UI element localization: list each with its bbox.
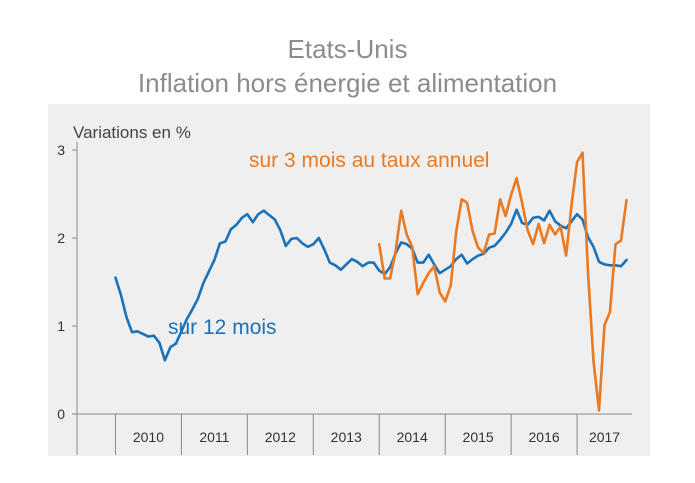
y-tick-label: 2 [57, 230, 65, 246]
x-tick-label: 2011 [199, 429, 229, 445]
x-tick-label: 2017 [589, 429, 620, 445]
x-tick-label: 2010 [133, 429, 164, 445]
y-tick-label: 0 [57, 406, 65, 422]
chart-panel [48, 104, 650, 456]
y-tick-label: 3 [57, 142, 65, 158]
chart-title: Etats-Unis [287, 34, 408, 64]
x-tick-label: 2014 [397, 429, 428, 445]
x-tick-label: 2015 [463, 429, 494, 445]
annotation-sur-12-mois: sur 12 mois [168, 316, 277, 339]
series-line-sur-3-mois [377, 151, 628, 412]
x-tick-label: 2013 [331, 429, 362, 445]
y-tick-label: 1 [57, 318, 65, 334]
x-tick-label: 2016 [529, 429, 560, 445]
x-tick-label: 2012 [265, 429, 296, 445]
annotation-sur-3-mois: sur 3 mois au taux annuel [249, 149, 489, 172]
y-axis-label: Variations en % [73, 123, 191, 142]
series-line-sur-12-mois [114, 208, 628, 362]
chart-subtitle: Inflation hors énergie et alimentation [137, 68, 558, 98]
